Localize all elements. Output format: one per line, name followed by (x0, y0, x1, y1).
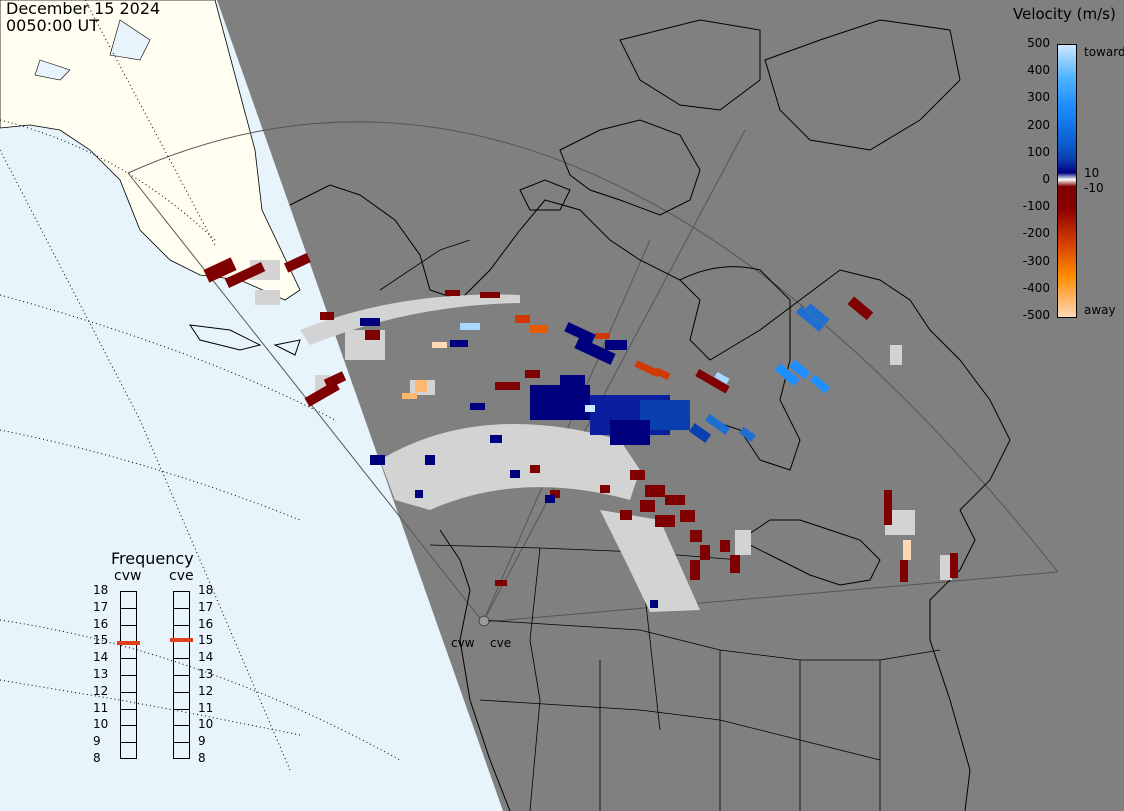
frequency-tick-label: 12 (198, 683, 214, 698)
frequency-title: Frequency (111, 549, 194, 568)
frequency-tick-label: 8 (93, 751, 101, 765)
colorbar-tick-label: 500 (1027, 36, 1050, 50)
velocity-colorbar (1057, 44, 1077, 318)
colorbar-tick-label: -300 (1022, 253, 1050, 268)
frequency-ladder-rung (120, 624, 137, 626)
toward-echoes (360, 303, 831, 608)
frequency-tick-label: 8 (198, 751, 206, 765)
colorbar-small-negative: -10 (1084, 181, 1104, 195)
frequency-tick-label: 9 (198, 734, 206, 749)
frequency-tick-label: 13 (93, 667, 109, 681)
frequency-tick-label: 14 (93, 650, 109, 665)
colorbar-tick-label: 400 (1027, 63, 1050, 78)
frequency-tick-label: 12 (93, 683, 109, 698)
frequency-ladder-rung (173, 658, 190, 660)
frequency-ladder-rung (173, 742, 190, 744)
colorbar-tick-label: 100 (1027, 144, 1050, 159)
daylight-coast (34, 19, 151, 81)
frequency-ladder-rung (120, 675, 137, 676)
freq-radar-cvw-label: cvw (114, 568, 142, 584)
frequency-tick-label: 18 (93, 583, 109, 597)
colorbar-tick-label: -100 (1022, 199, 1050, 214)
colorbar-toward-label: toward (1084, 45, 1124, 59)
frequency-ladder-rung (120, 658, 137, 660)
frequency-indicator (170, 637, 193, 642)
frequency-ladder-rung (173, 641, 190, 643)
frequency-tick-label: 14 (198, 650, 214, 665)
frequency-ladder-rung (120, 691, 137, 693)
frequency-tick-label: 15 (93, 633, 109, 648)
frequency-ladder-rung (173, 691, 190, 693)
freq-radar-cve-label: cve (169, 568, 194, 584)
frequency-tick-label: 16 (93, 616, 109, 631)
date-label: December 15 2024 (6, 0, 161, 18)
radar-label-cvw: cvw (451, 636, 475, 650)
frequency-ladder-rung (173, 708, 190, 710)
colorbar-away-label: away (1084, 303, 1116, 317)
colorbar-tick-label: 0 (1042, 172, 1050, 186)
frequency-ladder-rung (120, 725, 137, 727)
frequency-indicator (117, 641, 140, 646)
daylight-land (0, 0, 301, 301)
frequency-tick-label: 10 (93, 717, 109, 732)
colorbar-tick-label: 200 (1027, 117, 1050, 132)
frequency-ladder-rung (173, 725, 190, 727)
frequency-ladder-rung (120, 708, 137, 710)
radar-site-marker (478, 615, 490, 627)
frequency-tick-label: 10 (198, 717, 214, 732)
colorbar-tick-label: -200 (1022, 226, 1050, 241)
colorbar-tick-label: -500 (1022, 308, 1050, 322)
frequency-tick-label: 15 (198, 633, 214, 648)
frequency-ladder-rung (173, 607, 190, 609)
colorbar-tick-label: -400 (1022, 280, 1050, 295)
frequency-tick-label: 11 (198, 700, 214, 715)
frequency-ladder-rung (173, 675, 190, 676)
radar-label-cve: cve (490, 636, 511, 650)
frequency-tick-label: 13 (198, 667, 214, 681)
frequency-tick-label: 17 (93, 599, 109, 614)
frequency-tick-label: 11 (93, 700, 109, 715)
colorbar-tick-label: 300 (1027, 90, 1050, 105)
colorbar-small-positive: 10 (1084, 166, 1100, 180)
frequency-tick-label: 16 (198, 616, 214, 631)
frequency-tick-label: 17 (198, 599, 214, 614)
frequency-ladder-rung (120, 742, 137, 744)
frequency-ladder-rung (120, 607, 137, 609)
colorbar-title: Velocity (m/s) (1013, 5, 1116, 23)
frequency-ladder-rung (173, 624, 190, 626)
graticule (0, 0, 401, 771)
frequency-tick-label: 18 (198, 583, 214, 597)
away-echoes (203, 252, 958, 586)
frequency-tick-label: 9 (93, 734, 101, 749)
time-label: 0050:00 UT (6, 16, 100, 35)
